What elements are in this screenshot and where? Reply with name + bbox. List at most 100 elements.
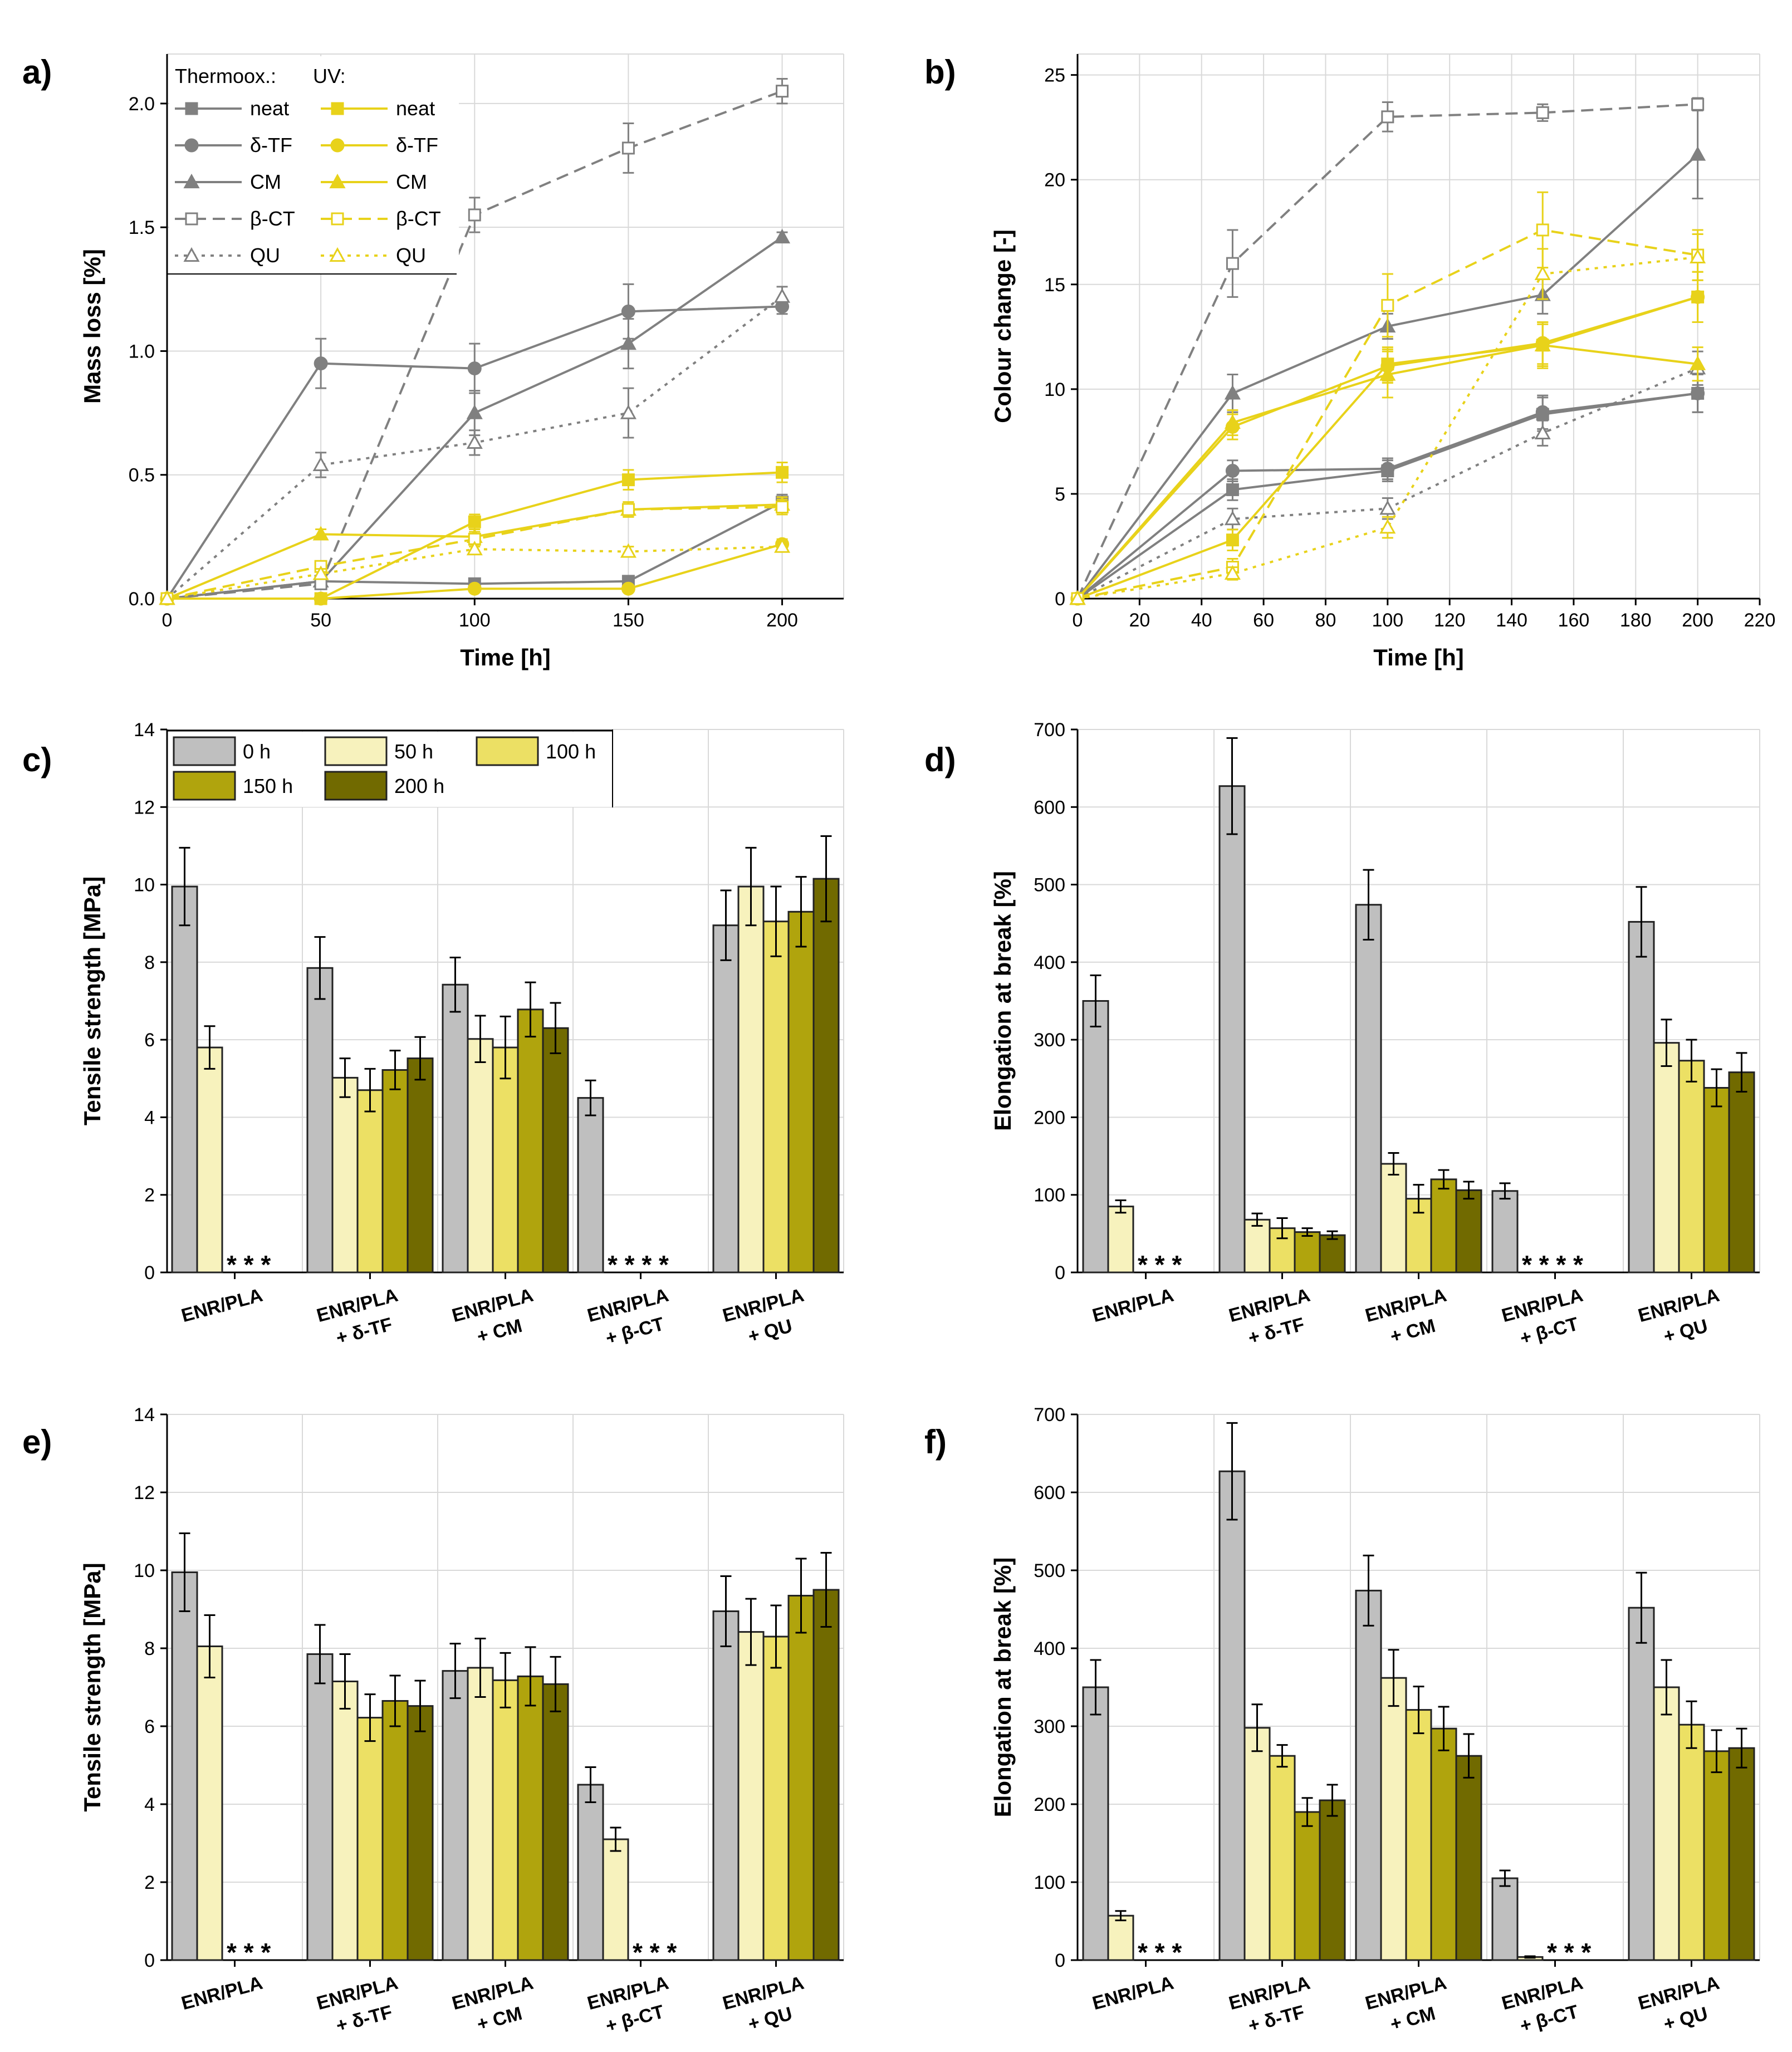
bar bbox=[1319, 1234, 1346, 1274]
bar bbox=[1628, 920, 1655, 1274]
series-thermo-β-CT bbox=[1071, 97, 1705, 605]
category-label-line: + CM bbox=[474, 1315, 524, 1348]
panel-letter: f) bbox=[924, 1423, 947, 1461]
bar bbox=[1355, 904, 1382, 1274]
bar bbox=[1455, 1755, 1482, 1961]
data-point bbox=[1534, 336, 1551, 351]
legend-label: δ-TF bbox=[250, 134, 292, 156]
legend-marker bbox=[331, 102, 344, 115]
category-label-line: + CM bbox=[1388, 1315, 1437, 1348]
y-tick-label: 0 bbox=[144, 1950, 155, 1971]
y-tick-label: 100 bbox=[1034, 1872, 1065, 1893]
category-label-line: + CM bbox=[1388, 2003, 1437, 2035]
category-label: ENR/PLA+ QU bbox=[721, 1285, 806, 1348]
x-tick-label: 160 bbox=[1558, 610, 1590, 631]
bar bbox=[737, 885, 765, 1274]
data-point bbox=[1069, 590, 1086, 605]
legend-marker bbox=[183, 173, 200, 189]
bar bbox=[1107, 1206, 1134, 1274]
y-tick-label: 0.0 bbox=[129, 589, 155, 610]
bar bbox=[1107, 1914, 1134, 1961]
category-label: ENR/PLA+ CM bbox=[450, 1972, 536, 2035]
data-point bbox=[1536, 223, 1549, 237]
y-tick-label: 25 bbox=[1044, 65, 1065, 86]
series-line bbox=[1076, 103, 1698, 599]
legend-marker bbox=[183, 247, 200, 262]
category-label: ENR/PLA+ δ-TF bbox=[1227, 1285, 1313, 1349]
data-point bbox=[1691, 290, 1705, 304]
data-point bbox=[1690, 146, 1706, 161]
x-tick-label: 20 bbox=[1129, 610, 1150, 631]
y-tick-label: 14 bbox=[134, 1404, 155, 1426]
missing-marker: * * * bbox=[1138, 1938, 1182, 1967]
category-label-line: ENR/PLA bbox=[450, 1972, 536, 2014]
bar bbox=[1628, 1607, 1655, 1961]
bar bbox=[1703, 1750, 1730, 1961]
bar bbox=[1082, 1686, 1109, 1961]
data-point bbox=[621, 304, 635, 319]
bar bbox=[542, 1027, 569, 1274]
y-tick-label: 400 bbox=[1034, 952, 1065, 973]
y-tick-label: 400 bbox=[1034, 1638, 1065, 1659]
legend-title-uv: UV: bbox=[313, 65, 346, 87]
data-point bbox=[773, 288, 791, 303]
y-tick-label: 1.0 bbox=[129, 341, 155, 362]
x-tick-label: 140 bbox=[1496, 610, 1527, 631]
data-point bbox=[1536, 106, 1549, 119]
data-point bbox=[1226, 257, 1239, 270]
legend-marker bbox=[329, 173, 346, 189]
bar bbox=[492, 1679, 519, 1961]
data-point bbox=[312, 565, 329, 580]
category-label: ENR/PLA+ QU bbox=[721, 1972, 806, 2035]
y-tick-label: 4 bbox=[144, 1794, 155, 1815]
bar bbox=[356, 1717, 384, 1961]
legend-label: CM bbox=[396, 170, 427, 193]
data-point bbox=[1534, 424, 1551, 439]
category-label-line: ENR/PLA bbox=[179, 1972, 265, 2014]
bar bbox=[787, 910, 815, 1274]
y-tick-label: 700 bbox=[1034, 1404, 1065, 1426]
data-point bbox=[1224, 385, 1241, 400]
bar bbox=[1455, 1189, 1482, 1274]
y-tick-label: 0 bbox=[1055, 1262, 1065, 1284]
y-tick-label: 5 bbox=[1055, 484, 1065, 505]
bar bbox=[407, 1705, 434, 1961]
category-label: ENR/PLA+ δ-TF bbox=[315, 1285, 400, 1349]
legend-label: neat bbox=[250, 97, 289, 120]
x-tick-label: 120 bbox=[1434, 610, 1466, 631]
data-point bbox=[1691, 97, 1705, 111]
category-label: ENR/PLA bbox=[179, 1285, 265, 1326]
y-tick-label: 500 bbox=[1034, 875, 1065, 896]
data-point bbox=[1690, 248, 1706, 263]
y-tick-label: 200 bbox=[1034, 1107, 1065, 1128]
y-axis-title: Tensile strength [MPa] bbox=[79, 876, 105, 1125]
data-point bbox=[620, 543, 636, 558]
panel-letter: c) bbox=[22, 741, 52, 778]
bar bbox=[737, 1631, 765, 1961]
bar bbox=[1491, 1190, 1519, 1274]
data-point bbox=[314, 591, 328, 606]
panel-letter: d) bbox=[924, 741, 956, 778]
x-axis-title: Time [h] bbox=[1373, 644, 1464, 670]
bar bbox=[1653, 1686, 1680, 1961]
bar bbox=[1380, 1163, 1407, 1274]
legend-label: β-CT bbox=[250, 207, 295, 230]
x-tick-label: 200 bbox=[1682, 610, 1713, 631]
legend-swatch bbox=[173, 736, 236, 766]
data-point bbox=[466, 404, 483, 419]
category-label-line: ENR/PLA bbox=[1363, 1972, 1449, 2014]
x-axis-title: Time [h] bbox=[460, 644, 551, 670]
legend-label: 200 h bbox=[394, 775, 444, 797]
bar bbox=[196, 1645, 223, 1961]
legend-marker bbox=[185, 212, 198, 226]
y-tick-label: 600 bbox=[1034, 1482, 1065, 1504]
bar bbox=[517, 1675, 544, 1961]
bar bbox=[1430, 1178, 1457, 1274]
y-axis-title: Elongation at break [%] bbox=[990, 1558, 1016, 1818]
x-tick-label: 100 bbox=[459, 610, 491, 631]
bar bbox=[1269, 1755, 1296, 1961]
bar bbox=[1380, 1677, 1407, 1961]
bar bbox=[1218, 785, 1246, 1274]
legend-box bbox=[169, 56, 459, 273]
data-point bbox=[159, 590, 175, 605]
